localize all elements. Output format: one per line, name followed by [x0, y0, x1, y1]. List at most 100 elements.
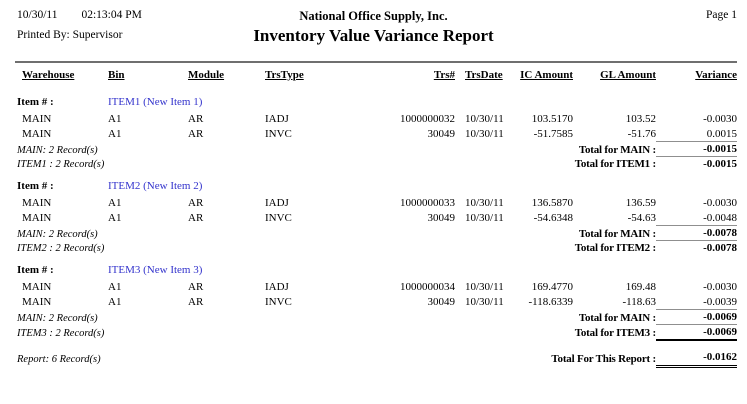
warehouse-total-value: -0.0015 [656, 141, 737, 157]
cell-gl-amount: 103.52 [625, 112, 656, 125]
print-date: 10/30/11 [17, 9, 58, 21]
cell-warehouse: MAIN [22, 280, 52, 293]
item-number-label: Item # : [17, 180, 54, 192]
item-record-count: ITEM1 : 2 Record(s) [17, 159, 105, 170]
cell-trstype: IADJ [265, 280, 289, 293]
table-row: MAIN A1 AR IADJ 1000000034 10/30/11 169.… [17, 279, 737, 294]
cell-warehouse: MAIN [22, 112, 52, 125]
item-total-label: Total for ITEM1 : [574, 158, 656, 170]
cell-variance: -0.0030 [703, 280, 737, 293]
cell-trsno: 1000000034 [400, 280, 455, 293]
print-datetime: 10/30/11 02:13:04 PM [17, 9, 142, 21]
cell-ic-amount: 169.4770 [531, 280, 573, 293]
report-total-value: -0.0162 [656, 339, 737, 368]
cell-trstype: IADJ [265, 112, 289, 125]
warehouse-record-count: MAIN: 2 Record(s) [17, 312, 98, 324]
cell-variance: -0.0030 [703, 196, 737, 209]
item-summary-row: ITEM1 : 2 Record(s) Total for ITEM1 : -0… [17, 156, 737, 171]
item-header-row: Item # : ITEM1 (New Item 1) [17, 87, 737, 111]
cell-trsdate: 10/30/11 [465, 212, 504, 224]
cell-trstype: INVC [265, 128, 292, 140]
item-group: Item # : ITEM3 (New Item 3) MAIN A1 AR I… [17, 255, 737, 340]
cell-ic-amount: -118.6339 [528, 296, 573, 308]
cell-variance: 0.0015 [706, 127, 737, 140]
warehouse-total-label: Total for MAIN : [578, 311, 656, 324]
col-variance: Variance [695, 69, 737, 81]
cell-variance: -0.0039 [703, 295, 737, 308]
item-record-count: ITEM3 : 2 Record(s) [17, 328, 105, 339]
cell-trsdate: 10/30/11 [465, 128, 504, 140]
header-divider [15, 61, 737, 63]
cell-trsno: 30049 [427, 296, 456, 308]
cell-trstype: INVC [265, 212, 292, 224]
col-ic-amount: IC Amount [520, 69, 573, 81]
cell-gl-amount: -51.76 [627, 128, 656, 140]
col-module: Module [188, 69, 225, 81]
cell-ic-amount: 103.5170 [531, 112, 573, 125]
warehouse-summary-row: MAIN: 2 Record(s) Total for MAIN : -0.00… [17, 225, 737, 241]
cell-trsno: 1000000032 [400, 112, 455, 125]
col-trsdate: TrsDate [465, 69, 503, 81]
cell-gl-amount: -54.63 [627, 212, 656, 224]
report-header-row1: 10/30/11 02:13:04 PM National Office Supp… [0, 9, 747, 26]
item-record-count: ITEM2 : 2 Record(s) [17, 243, 105, 254]
cell-gl-amount: 169.48 [625, 280, 656, 293]
item-total-value: -0.0078 [656, 240, 737, 255]
cell-variance: -0.0030 [703, 112, 737, 125]
printed-by: Printed By: Supervisor [17, 29, 123, 41]
column-header-row: Warehouse Bin Module TrsType Trs# TrsDat… [17, 63, 737, 87]
item-name: ITEM3 (New Item 3) [108, 264, 203, 276]
cell-bin: A1 [108, 196, 122, 209]
cell-module: AR [188, 280, 204, 293]
cell-trstype: IADJ [265, 196, 289, 209]
report-title: Inventory Value Variance Report [253, 26, 494, 45]
item-name: ITEM2 (New Item 2) [108, 180, 203, 192]
item-summary-row: ITEM3 : 2 Record(s) Total for ITEM3 : -0… [17, 324, 737, 340]
table-row: MAIN A1 AR INVC 30049 10/30/11 -54.6348 … [17, 210, 737, 226]
warehouse-summary-row: MAIN: 2 Record(s) Total for MAIN : -0.00… [17, 141, 737, 157]
report-record-count: Report: 6 Record(s) [17, 353, 101, 365]
col-warehouse: Warehouse [22, 69, 75, 81]
item-number-label: Item # : [17, 264, 54, 276]
col-trstype: TrsType [265, 69, 304, 81]
warehouse-summary-row: MAIN: 2 Record(s) Total for MAIN : -0.00… [17, 309, 737, 325]
cell-module: AR [188, 128, 204, 140]
item-group: Item # : ITEM2 (New Item 2) MAIN A1 AR I… [17, 171, 737, 255]
cell-gl-amount: -118.63 [622, 296, 656, 308]
cell-warehouse: MAIN [22, 128, 52, 140]
cell-bin: A1 [108, 128, 122, 140]
cell-gl-amount: 136.59 [625, 196, 656, 209]
warehouse-total-value: -0.0078 [656, 225, 737, 241]
cell-trsdate: 10/30/11 [465, 296, 504, 308]
cell-warehouse: MAIN [22, 196, 52, 209]
report-footer: Report: 6 Record(s) Total For This Repor… [17, 339, 737, 368]
cell-trsdate: 10/30/11 [465, 112, 504, 125]
warehouse-record-count: MAIN: 2 Record(s) [17, 144, 98, 156]
item-number-label: Item # : [17, 96, 54, 108]
cell-trsno: 1000000033 [400, 196, 455, 209]
cell-module: AR [188, 296, 204, 308]
item-summary-row: ITEM2 : 2 Record(s) Total for ITEM2 : -0… [17, 240, 737, 255]
cell-module: AR [188, 196, 204, 209]
item-group: Item # : ITEM1 (New Item 1) MAIN A1 AR I… [17, 87, 737, 171]
cell-bin: A1 [108, 212, 122, 224]
cell-bin: A1 [108, 112, 122, 125]
warehouse-total-value: -0.0069 [656, 309, 737, 325]
item-total-value: -0.0015 [656, 156, 737, 171]
cell-trsdate: 10/30/11 [465, 280, 504, 293]
company-name: National Office Supply, Inc. [299, 9, 448, 23]
cell-trstype: INVC [265, 296, 292, 308]
col-bin: Bin [108, 69, 125, 81]
item-header-row: Item # : ITEM3 (New Item 3) [17, 255, 737, 279]
item-name: ITEM1 (New Item 1) [108, 96, 203, 108]
warehouse-total-label: Total for MAIN : [578, 227, 656, 240]
cell-trsno: 30049 [427, 212, 456, 224]
col-gl-amount: GL Amount [600, 69, 656, 81]
report-total-row: Report: 6 Record(s) Total For This Repor… [17, 339, 737, 368]
cell-module: AR [188, 112, 204, 125]
cell-trsno: 30049 [427, 128, 456, 140]
table-row: MAIN A1 AR INVC 30049 10/30/11 -51.7585 … [17, 126, 737, 142]
col-trsno: Trs# [433, 69, 455, 81]
cell-warehouse: MAIN [22, 212, 52, 224]
